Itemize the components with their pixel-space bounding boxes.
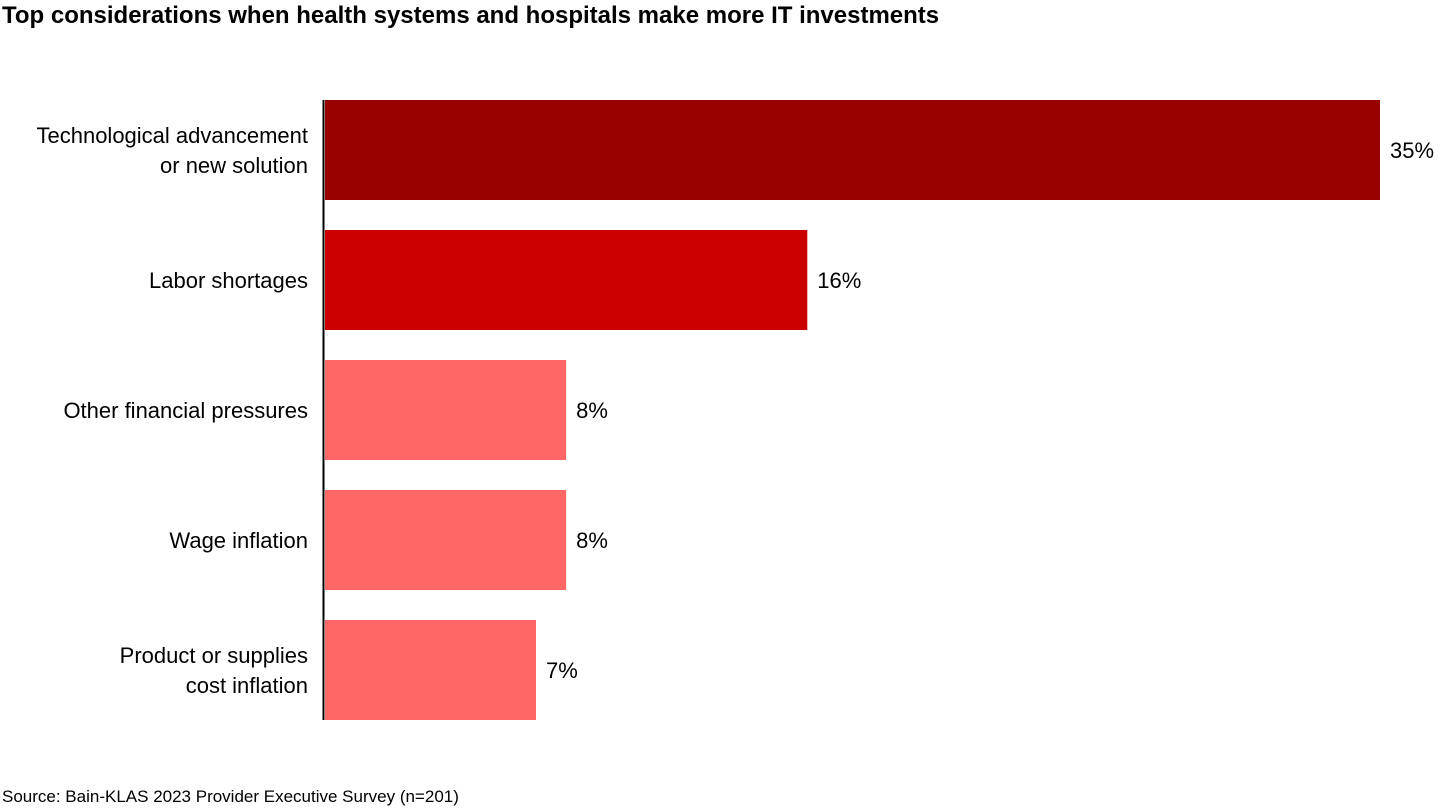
bar-chart: Technological advancement or new solution… [36,100,1434,720]
category-label-3: Wage inflation [169,528,308,553]
value-labels-group: 35% 16% 8% 8% 7% [546,138,1434,683]
category-label-1: Labor shortages [149,268,308,293]
category-label-line: Wage inflation [169,528,308,553]
category-label-2: Other financial pressures [63,398,308,423]
value-label-1: 16% [817,268,861,293]
value-label-2: 8% [576,398,608,423]
bar-3 [325,490,567,590]
bar-1 [325,230,808,330]
category-label-line: Labor shortages [149,268,308,293]
category-label-line: Product or supplies [120,643,308,668]
category-label-line: cost inflation [186,673,308,698]
bar-0 [325,100,1380,200]
source-note: Source: Bain-KLAS 2023 Provider Executiv… [2,787,459,806]
value-label-0: 35% [1390,138,1434,163]
value-label-4: 7% [546,658,578,683]
bar-2 [325,360,567,460]
value-label-3: 8% [576,528,608,553]
category-label-line: Other financial pressures [63,398,308,423]
bar-4 [325,620,536,720]
bars-group [325,100,1380,720]
chart-title: Top considerations when health systems a… [2,2,940,29]
category-labels-group: Technological advancement or new solution… [36,123,308,698]
category-label-0: Technological advancement or new solution [36,123,308,178]
category-label-line: Technological advancement [36,123,308,148]
category-label-line: or new solution [160,153,308,178]
category-label-4: Product or supplies cost inflation [120,643,308,698]
